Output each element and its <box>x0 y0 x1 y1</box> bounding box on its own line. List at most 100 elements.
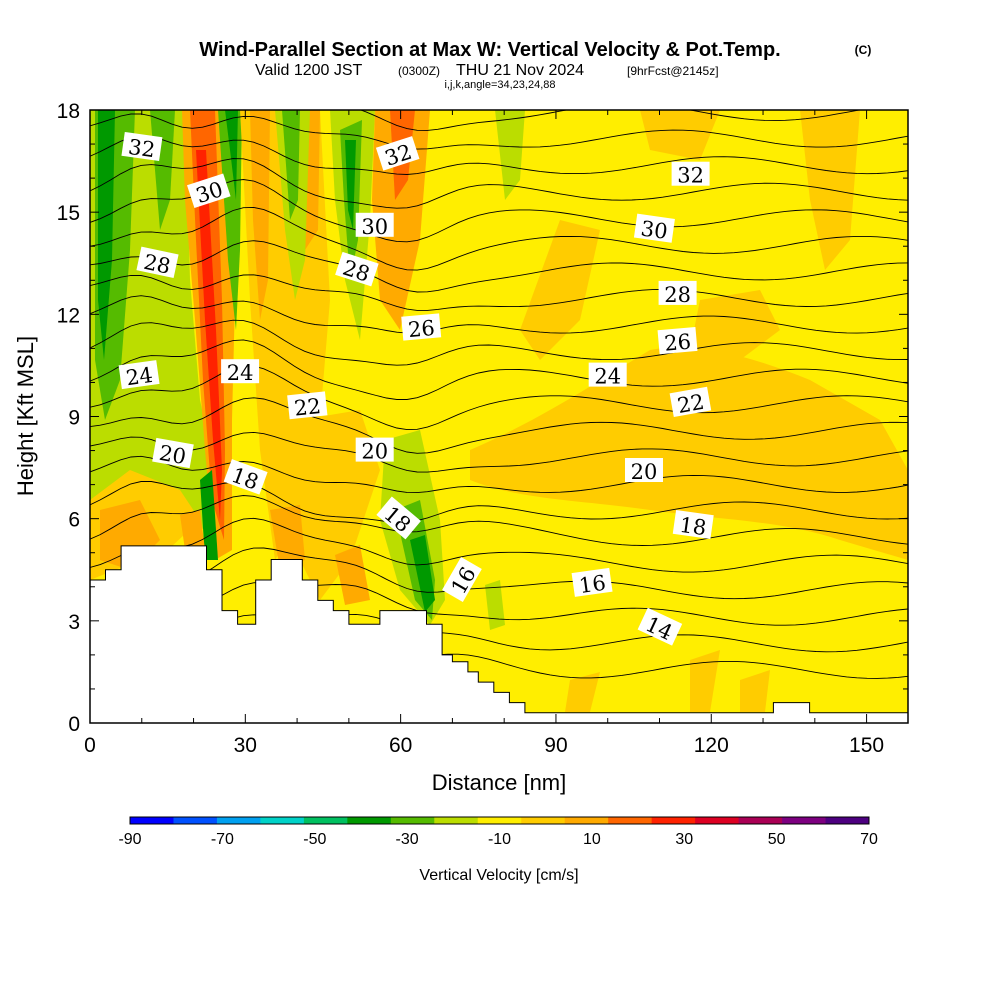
theta-contour-line <box>90 397 908 454</box>
theta-contours <box>90 110 908 679</box>
contour-label: 20 <box>152 437 194 469</box>
contour-label-box <box>221 359 260 384</box>
contour-label-box <box>121 131 163 162</box>
contour-label-box <box>401 313 442 341</box>
contour-label-text: 24 <box>124 363 154 390</box>
contour-label-box <box>355 437 394 462</box>
x-tick-label: 60 <box>389 734 412 757</box>
contour-label: 20 <box>625 458 663 484</box>
theta-contour-line <box>90 339 908 400</box>
velocity-band <box>180 510 205 550</box>
contour-label: 24 <box>118 360 160 390</box>
colorbar-label: -10 <box>488 831 511 848</box>
colorbar-frame <box>129 816 870 825</box>
contour-label: 20 <box>355 437 394 464</box>
contour-label-box <box>287 391 328 420</box>
contour-label: 22 <box>287 391 328 421</box>
colorbar-swatch <box>390 817 435 824</box>
y-tick-label: 3 <box>68 611 80 634</box>
contour-label: 28 <box>136 246 179 279</box>
theta-contour-line <box>90 517 908 573</box>
contour-label: 26 <box>401 313 442 342</box>
theta-contour-line <box>90 295 908 334</box>
contour-label-box <box>136 246 179 279</box>
y-tick-label: 15 <box>57 202 80 225</box>
x-tick-labels: 0 30 60 90 120 150 <box>84 734 884 757</box>
forecast-info: [9hrFcst@2145z] <box>627 64 719 78</box>
contour-label: 32 <box>375 136 420 171</box>
contour-label-box <box>671 161 710 186</box>
theta-contour-line <box>90 206 908 271</box>
colorbar-label: 70 <box>860 831 878 848</box>
colorbar-label: 10 <box>583 831 601 848</box>
contour-label: 26 <box>657 326 698 356</box>
contour-label-text: 24 <box>594 365 621 389</box>
velocity-band <box>565 672 600 712</box>
contour-label-text: 30 <box>361 215 388 239</box>
velocity-band <box>282 110 300 220</box>
contour-label-text: 20 <box>361 440 388 464</box>
velocity-band <box>410 535 435 612</box>
contour-label: 18 <box>672 509 714 540</box>
contour-label: 24 <box>588 362 627 389</box>
colorbar-label: 30 <box>675 831 693 848</box>
contour-label-box <box>657 326 698 355</box>
contour-label: 24 <box>221 359 260 385</box>
colorbar-swatch <box>695 817 739 824</box>
contour-label: 16 <box>571 567 613 598</box>
colorbar-swatch <box>477 817 522 824</box>
contour-label-text: 32 <box>677 164 704 188</box>
contour-label-box <box>355 212 394 237</box>
velocity-band <box>740 670 770 712</box>
velocity-band <box>225 110 238 200</box>
valid-date: THU 21 Nov 2024 <box>456 62 584 79</box>
contour-label-box <box>625 458 663 482</box>
colorbar-label: -70 <box>211 831 234 848</box>
colorbar-swatch <box>260 817 305 824</box>
colorbar-swatch <box>608 817 653 824</box>
contour-label-text: 18 <box>678 513 708 540</box>
contour-label-box <box>571 567 613 597</box>
contour-label-box <box>637 607 683 646</box>
y-tick-label: 9 <box>68 407 80 430</box>
contour-label-box <box>118 360 160 390</box>
velocity-band <box>485 580 505 630</box>
velocity-band <box>640 110 720 160</box>
theta-contour-line <box>90 495 908 546</box>
contour-label-text: 32 <box>127 135 157 162</box>
x-tick-label: 0 <box>84 734 96 757</box>
colorbar-label: -50 <box>303 831 326 848</box>
contour-label: 30 <box>355 212 394 239</box>
contour-label: 22 <box>669 386 712 418</box>
contour-label-box <box>375 136 420 171</box>
contour-label-text: 28 <box>142 250 173 279</box>
colorbar-swatch <box>434 817 479 824</box>
copyright-mark: (C) <box>855 43 872 57</box>
velocity-band <box>345 140 356 230</box>
contour-label-box <box>152 437 194 469</box>
y-axis-title: Height [Kft MSL] <box>13 336 38 496</box>
colorbar-swatch <box>564 817 609 824</box>
y-tick-label: 6 <box>68 509 80 532</box>
theta-contour-line <box>90 547 908 600</box>
contour-label-box <box>658 280 697 305</box>
contour-label-box <box>223 459 268 495</box>
contour-label-text: 28 <box>664 283 691 307</box>
x-tick-label: 120 <box>694 734 729 757</box>
colorbar-label: 50 <box>768 831 786 848</box>
chart-title: Wind-Parallel Section at Max W: Vertical… <box>199 39 780 61</box>
colorbar-label: -30 <box>396 831 419 848</box>
theta-contour-line <box>90 431 908 473</box>
velocity-band <box>98 110 115 360</box>
velocity-band <box>335 545 370 605</box>
theta-contour-line <box>90 158 908 209</box>
contour-label: 32 <box>121 131 163 162</box>
contour-label-text: 26 <box>407 316 436 342</box>
velocity-band <box>270 505 305 570</box>
theta-contour-line <box>90 135 908 175</box>
colorbar-swatch <box>825 817 870 824</box>
contour-label-text: 24 <box>227 361 254 385</box>
section-info: i,j,k,angle=34,23,24,88 <box>444 79 555 91</box>
